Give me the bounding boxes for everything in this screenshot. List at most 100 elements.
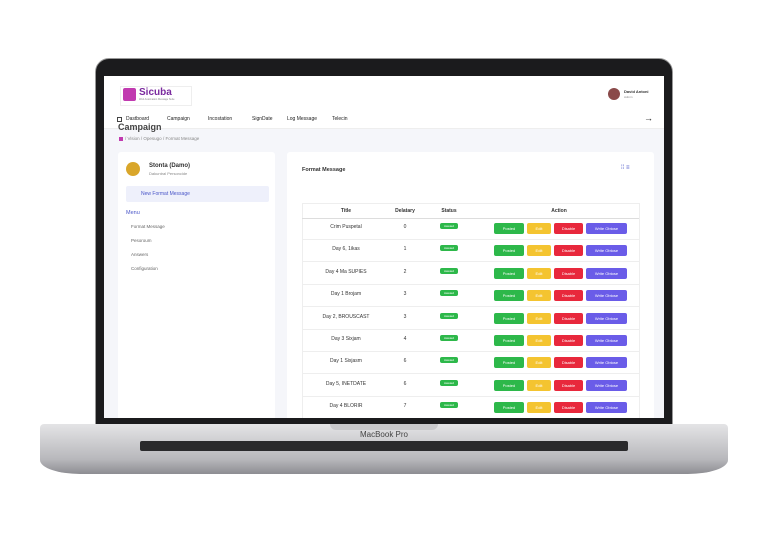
table [302,203,640,418]
action-button[interactable]: Posted [494,245,524,257]
row-title: Day 3 Sixjam [331,336,361,342]
laptop-label: MacBook Pro [359,430,409,439]
action-button[interactable]: Edit [527,335,551,346]
row-title: Day 1 Sixjasm [330,358,362,365]
action-button[interactable]: Disable [554,245,583,257]
keyboard-strip [140,441,628,451]
status-badge: Aweted [440,267,458,274]
action-button[interactable]: Posted [494,402,524,414]
nav-arrow[interactable]: → [644,113,653,123]
status-badge: Aweted [440,402,458,409]
nav-item[interactable]: Telecin [332,116,348,122]
action-button[interactable]: Posted [494,379,524,391]
header-line [302,218,639,219]
action-button[interactable]: Disable [554,312,583,324]
action-button[interactable]: Posted [494,290,524,302]
menu-item[interactable]: Pesoroum [131,238,152,243]
nav-item[interactable]: Campaign [167,116,190,122]
action-button[interactable]: Posted [494,357,524,369]
row-delay: 2 [403,268,407,275]
action-button[interactable]: Write Obtose [586,223,627,234]
action-button[interactable]: Disable [554,357,583,369]
action-button[interactable]: Write Obtose [586,379,627,391]
header [104,76,664,110]
action-button[interactable]: Edit [527,379,551,391]
row-delay: 0 [403,224,407,230]
logo-box [120,86,192,106]
row-line [302,351,639,352]
menu-item[interactable]: Configuration [131,266,158,271]
action-button[interactable]: Disable [554,402,583,414]
status-badge: Aweted [440,223,458,229]
nav-item[interactable]: Log Message [287,116,318,122]
row-delay: 6 [403,358,407,365]
user-name: David Antoni [624,89,649,94]
row-line [302,239,639,240]
row-delay: 3 [403,313,407,320]
action-button[interactable]: Write Obtose [586,312,627,324]
row-title: Day 1 Brojam [330,291,362,298]
new-button[interactable] [126,186,269,202]
menu-item[interactable]: Answers [131,252,149,257]
row-delay: 4 [403,336,407,342]
action-button[interactable]: Edit [527,402,551,414]
action-button[interactable]: Posted [494,267,524,279]
column-header: Status [441,208,457,214]
nav-item[interactable]: Dastboard [126,116,150,122]
user-role: Admin [624,95,633,99]
action-button[interactable]: Disable [554,267,583,279]
row-line [302,328,639,330]
row-line [302,373,639,375]
action-button[interactable]: Disable [554,223,583,234]
action-button[interactable]: Posted [494,312,524,324]
action-button[interactable]: Write Obtose [586,357,627,369]
menu-item[interactable]: Format Message [131,224,165,229]
row-line [302,306,639,308]
action-button[interactable]: Disable [554,379,583,391]
trackpad-notch [330,424,438,430]
action-button[interactable]: Edit [527,223,551,234]
new-button-label[interactable]: New Format Message [141,191,190,197]
sidebar-name: Stonta (Damo) [149,163,190,169]
sidebar-avatar [126,162,140,176]
row-line [302,283,639,285]
column-header: Title [340,208,352,214]
row-title: Day 4 BLORIR [329,403,363,410]
action-button[interactable]: Edit [527,245,551,257]
card-icons[interactable]: ⁞⁞ ≡ [621,165,630,171]
action-button[interactable]: Write Obtose [586,245,627,257]
status-badge: Aweted [440,379,458,386]
action-button[interactable]: Edit [527,312,551,324]
row-line [302,261,639,263]
action-button[interactable]: Edit [527,357,551,369]
nav-item[interactable]: SignDate [252,116,273,122]
action-button[interactable]: Edit [527,290,551,302]
row-delay: 3 [403,291,407,298]
action-button[interactable]: Posted [494,223,524,234]
nav-icon [117,117,122,122]
avatar [608,88,620,100]
action-button[interactable]: Posted [494,335,524,346]
action-button[interactable]: Edit [527,267,551,279]
column-header: Delatary [395,208,415,214]
row-title: Day 6, 1ikas [332,246,360,253]
action-button[interactable]: Write Obtose [586,402,627,414]
status-badge: Aweted [440,245,458,252]
row-title: Crim Puspetal [330,224,362,230]
action-button[interactable]: Write Obtose [586,335,627,346]
row-title: Day 5, INETDATE [325,380,367,387]
menu-title: Menu [126,210,140,216]
logo-icon [123,88,136,101]
column-header: Action [551,208,567,214]
logo-tagline: Web Automation Message Suite [139,98,175,101]
action-button[interactable]: Write Obtose [586,267,627,279]
sidebar-subtitle: Dakuntral Personcide [149,171,188,176]
action-button[interactable]: Disable [554,335,583,346]
logo-text: Sicuba [139,87,172,98]
action-button[interactable]: Disable [554,290,583,302]
nav-item[interactable]: Incostation [208,116,233,122]
status-badge: Aweted [440,357,458,364]
screen: Sicuba Web Automation Message Suite Davi… [104,76,664,418]
action-button[interactable]: Write Obtose [586,290,627,302]
